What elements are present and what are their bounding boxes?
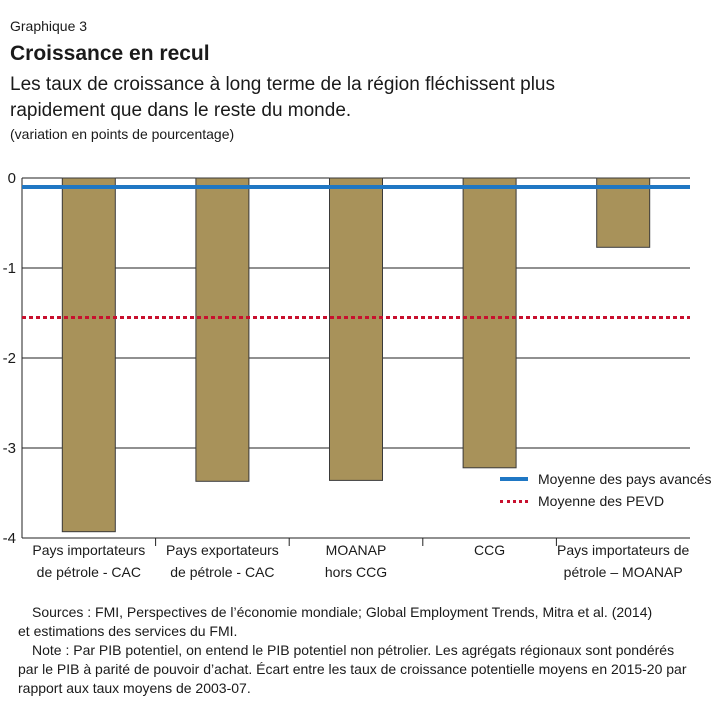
x-category-label: Pays exportateurs — [166, 542, 279, 558]
chart-title: Croissance en recul — [10, 42, 210, 65]
bar — [462, 177, 517, 469]
x-category-label: pétrole – MOANAP — [564, 564, 683, 580]
y-tick-label: -2 — [3, 350, 16, 367]
y-tick-label: -3 — [3, 440, 16, 457]
x-category-label: Pays importateurs de — [557, 542, 689, 558]
x-category-label: CCG — [474, 542, 505, 558]
legend: Moyenne des pays avancés Moyenne des PEV… — [500, 468, 712, 512]
sources-line-1: Sources : FMI, Perspectives de l’économi… — [32, 604, 653, 620]
bar — [61, 177, 116, 533]
x-category-label: Pays importateurs — [32, 542, 145, 558]
x-category-label: de pétrole - CAC — [37, 564, 141, 580]
bar-chart: 0 -1 -2 -3 -4 Pays importateurs de pétrole - C… — [3, 170, 690, 580]
x-category-label: hors CCG — [325, 564, 387, 580]
legend-item-advanced: Moyenne des pays avancés — [500, 468, 712, 490]
x-category-label: de pétrole - CAC — [170, 564, 274, 580]
legend-dotted-line-swatch — [500, 499, 528, 503]
legend-solid-line-swatch — [500, 477, 528, 481]
bar — [329, 177, 383, 481]
y-tick-label: 0 — [8, 170, 16, 187]
x-category-label: MOANAP — [326, 542, 387, 558]
chart-subtitle: Les taux de croissance à long terme de l… — [10, 74, 555, 121]
sources-line-2: et estimations des services du FMI. — [18, 623, 238, 639]
y-tick-label: -4 — [3, 530, 16, 547]
unit-label: (variation en points de pourcentage) — [10, 126, 235, 142]
note-text: Note : Par PIB potentiel, on entend le P… — [18, 642, 687, 696]
footer-notes: Sources : FMI, Perspectives de l’économi… — [18, 603, 698, 698]
legend-item-pevd: Moyenne des PEVD — [500, 490, 712, 512]
legend-label-pevd: Moyenne des PEVD — [538, 493, 665, 509]
figure-label: Graphique 3 — [10, 18, 88, 34]
bar — [596, 177, 651, 248]
y-tick-label: -1 — [3, 260, 16, 277]
bar — [195, 177, 250, 482]
legend-label-advanced: Moyenne des pays avancés — [538, 471, 712, 487]
